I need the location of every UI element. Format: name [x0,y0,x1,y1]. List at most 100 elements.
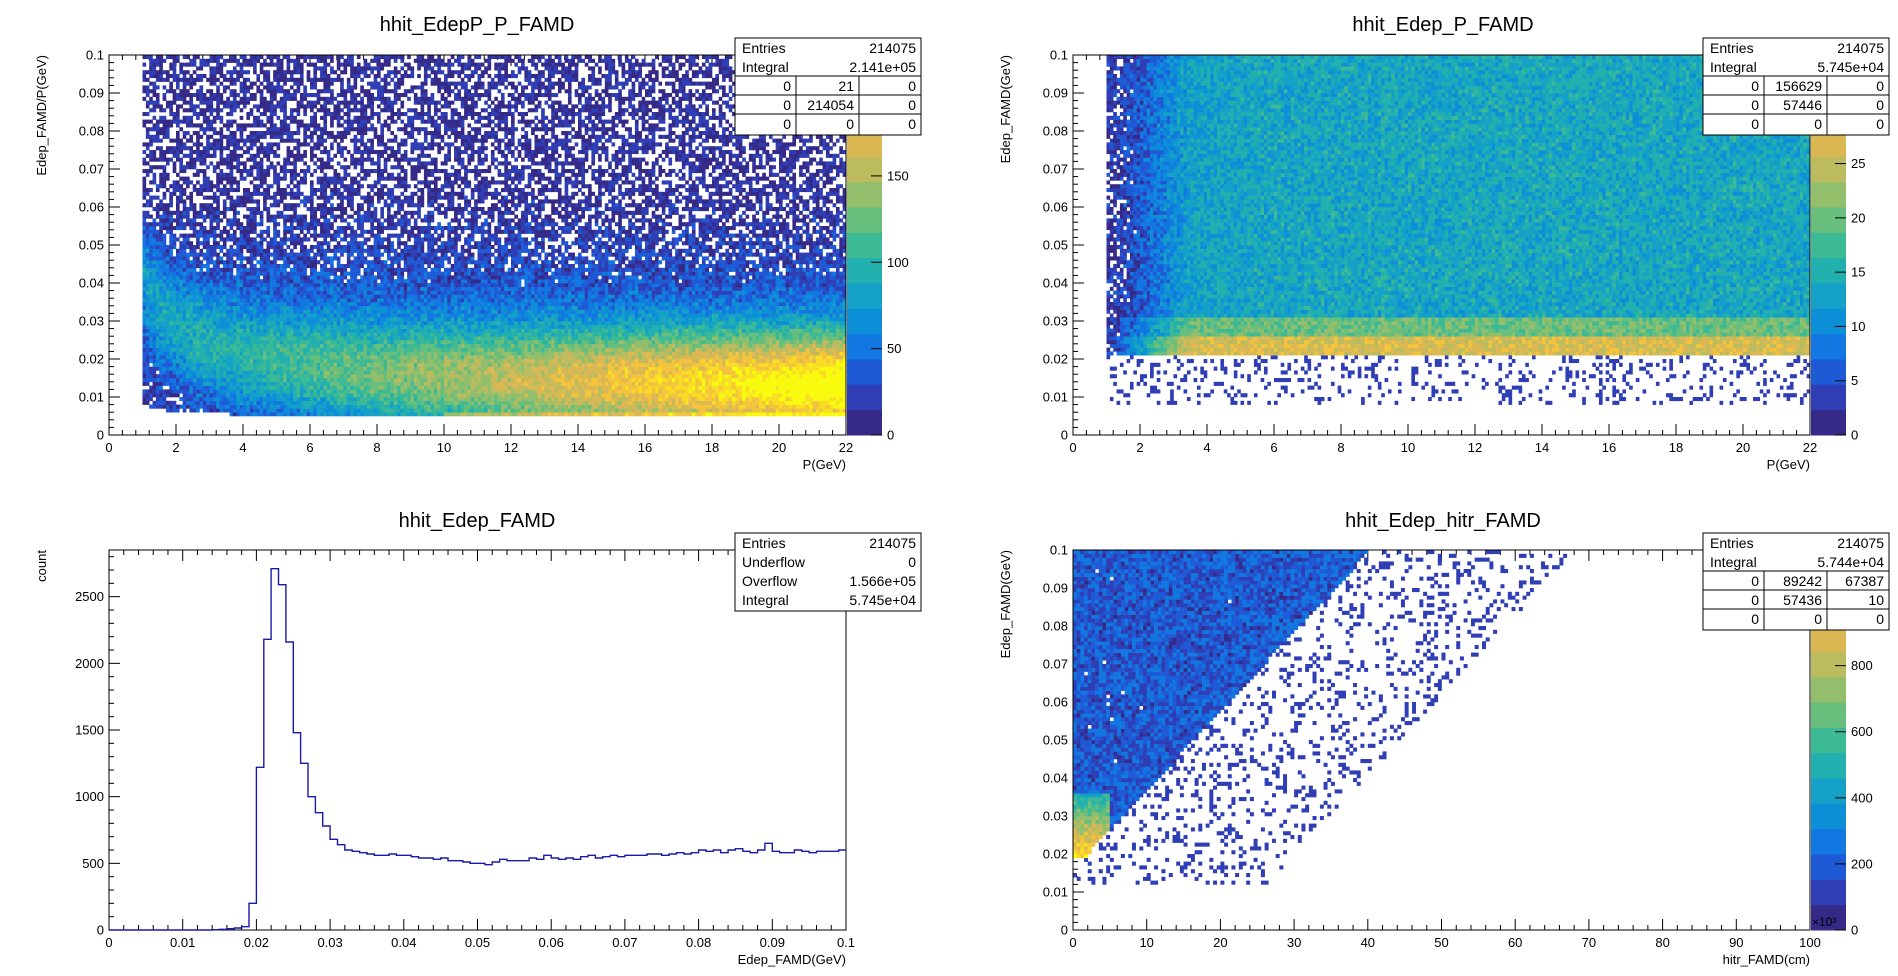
heatmap-cell [176,325,180,329]
heatmap-cell [293,313,297,317]
heatmap-cell [246,207,250,211]
heatmap-cell [240,344,244,348]
heatmap-cell [146,389,150,393]
heatmap-cell [179,253,183,257]
heatmap-cell [186,302,190,306]
heatmap-cell [223,211,227,215]
heatmap-cell [149,351,153,355]
heatmap-cell [243,70,247,74]
heatmap-cell [273,306,277,310]
heatmap-cell [300,298,304,302]
heatmap-cell [283,226,287,230]
heatmap-cell [203,389,207,393]
heatmap-cell [256,363,260,367]
heatmap-cell [256,123,260,127]
heatmap-cell [240,123,244,127]
heatmap-cell [240,253,244,257]
heatmap-cell [156,264,160,268]
heatmap-cell [293,264,297,268]
heatmap-cell [273,317,277,321]
y-tick-label: 0.02 [79,352,104,367]
heatmap-cell [193,63,197,67]
heatmap-cell [186,370,190,374]
heatmap-cell [293,66,297,70]
heatmap-cell [223,78,227,82]
heatmap-cell [213,272,217,276]
heatmap-cell [263,408,267,412]
heatmap-cell [149,120,153,124]
heatmap-cell [240,283,244,287]
heatmap-cell [176,74,180,78]
heatmap-cell [149,222,153,226]
heatmap-cell [263,268,267,272]
heatmap-cell [266,74,270,78]
heatmap-cell [300,348,304,352]
heatmap-cell [146,317,150,321]
heatmap-cell [233,188,237,192]
heatmap-cell [256,85,260,89]
heatmap-cell [220,382,224,386]
heatmap-cell [246,275,250,279]
heatmap-cell [266,283,270,287]
heatmap-cell [236,188,240,192]
heatmap-cell [176,351,180,355]
heatmap-cell [263,332,267,336]
heatmap-cell [230,184,234,188]
heatmap-cell [240,401,244,405]
heatmap-cell [290,291,294,295]
heatmap-cell [179,313,183,317]
heatmap-cell [146,272,150,276]
heatmap-cell [189,139,193,143]
heatmap-cell [256,279,260,283]
heatmap-cell [273,412,277,416]
heatmap-cell [240,127,244,131]
heatmap-cell [179,298,183,302]
heatmap-cell [266,230,270,234]
heatmap-cell [290,192,294,196]
heatmap-cell [303,272,307,276]
heatmap-cell [226,127,230,131]
heatmap-cell [159,237,163,241]
heatmap-cell [287,169,291,173]
heatmap-cell [163,154,167,158]
heatmap-cell [223,363,227,367]
heatmap-cell [210,359,214,363]
heatmap-cell [210,283,214,287]
heatmap-cell [179,142,183,146]
heatmap-cell [307,397,311,401]
heatmap-cell [260,161,264,165]
heatmap-cell [273,196,277,200]
heatmap-cell [270,59,274,63]
heatmap-cell [256,173,260,177]
heatmap-cell [159,351,163,355]
heatmap-cell [290,108,294,112]
heatmap-cell [176,173,180,177]
heatmap-cell [243,245,247,249]
heatmap-cell [153,93,157,97]
heatmap-cell [189,135,193,139]
heatmap-cell [297,131,301,135]
heatmap-cell [216,393,220,397]
heatmap-cell [193,408,197,412]
heatmap-cell [303,374,307,378]
heatmap-cell [270,408,274,412]
heatmap-cell [273,234,277,238]
heatmap-cell [303,97,307,101]
heatmap-cell [156,329,160,333]
heatmap-cell [186,344,190,348]
heatmap-cell [159,146,163,150]
heatmap-cell [270,120,274,124]
heatmap-cell [273,386,277,390]
heatmap-cell [240,268,244,272]
heatmap-cell [283,283,287,287]
heatmap-cell [270,340,274,344]
heatmap-cell [300,306,304,310]
heatmap-cell [189,279,193,283]
heatmap-cell [199,230,203,234]
heatmap-cell [210,120,214,124]
heatmap-cell [199,397,203,401]
heatmap-cell [260,329,264,333]
heatmap-cell [287,237,291,241]
heatmap-cell [280,165,284,169]
heatmap-cell [297,294,301,298]
